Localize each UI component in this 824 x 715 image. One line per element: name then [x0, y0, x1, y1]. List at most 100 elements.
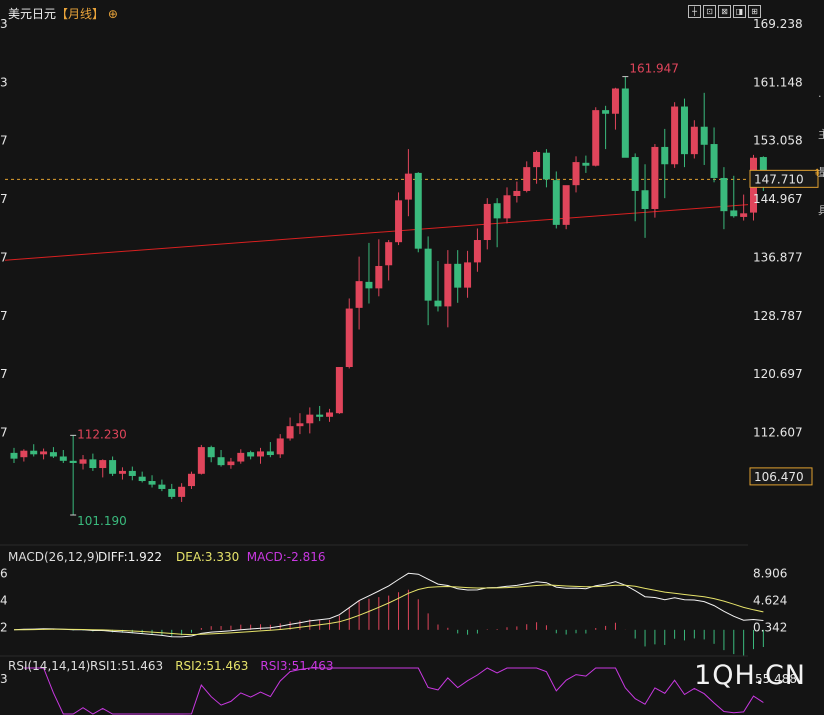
y-tick-label: 7: [0, 309, 8, 323]
candle-body: [562, 185, 570, 225]
candle-body: [207, 447, 215, 458]
price-tag-box: [749, 467, 813, 486]
candle-body: [10, 452, 18, 459]
y-tick-label: 169.238: [753, 17, 803, 31]
candle-body: [187, 473, 195, 487]
candle-body: [493, 203, 501, 219]
candle-body: [661, 146, 669, 165]
macd-y-tick: 6: [0, 567, 8, 581]
y-tick-label: 7: [0, 251, 8, 265]
candle-body: [266, 451, 274, 456]
y-tick-label: 112.607: [753, 426, 803, 440]
candle-body: [296, 423, 304, 427]
candle-body: [178, 486, 186, 497]
candle-body: [375, 265, 383, 289]
rsi-legend-item: RSI2:51.463: [175, 659, 248, 673]
candle-body: [237, 452, 245, 462]
candle-body: [197, 447, 205, 474]
dock-icon[interactable]: ◨: [733, 5, 746, 18]
rsi-legend-item: RSI3:51.463: [260, 659, 333, 673]
side-panel-glyph: 量: [818, 166, 824, 179]
candle-body: [690, 126, 698, 155]
candle-body: [454, 263, 462, 288]
macd-y-tick: 8.906: [753, 567, 787, 581]
candle-body: [79, 459, 87, 464]
macd-y-tick: 2: [0, 621, 8, 635]
rsi-y-tick: 3: [0, 672, 8, 686]
crosshair-icon[interactable]: ┼: [688, 5, 701, 18]
trendline: [4, 204, 749, 261]
candle-body: [247, 452, 255, 457]
candle-body: [168, 488, 176, 497]
candle-body: [138, 476, 146, 482]
candle-body: [257, 451, 264, 457]
macd-legend-item: DIFF:1.922: [98, 550, 162, 564]
candle-body: [227, 461, 235, 466]
candle-body: [395, 200, 403, 243]
candle-body: [483, 203, 491, 241]
price-arrow-icon: ⇞: [813, 168, 821, 179]
resize-icon[interactable]: ⊠: [718, 5, 731, 18]
y-tick-label: 136.877: [753, 251, 803, 265]
candle-body: [89, 459, 97, 469]
candle-body: [740, 213, 748, 217]
candle-body: [434, 300, 442, 307]
candle-body: [533, 151, 541, 168]
price-tag-label: 106.470: [754, 470, 804, 484]
macd-legend-item: MACD:-2.816: [247, 550, 326, 564]
y-tick-label: 144.967: [753, 192, 803, 206]
side-panel-glyph: 主: [818, 128, 824, 141]
candle-body: [49, 452, 57, 457]
symbol-name: 美元日元: [8, 7, 57, 21]
candle-body: [631, 157, 639, 191]
candle-body: [345, 308, 353, 368]
candle-body: [680, 106, 688, 155]
candle-body: [572, 162, 580, 186]
zoom-icon[interactable]: ⊡: [703, 5, 716, 18]
candle-body: [444, 263, 452, 307]
chart-header: 美元日元【月线】 ⊕: [8, 5, 118, 22]
y-tick-label: 3: [0, 75, 8, 89]
candle-body: [128, 470, 136, 476]
candle-body: [414, 172, 422, 249]
dea-line: [13, 584, 764, 636]
candle-body: [306, 414, 314, 424]
candle-body: [20, 450, 28, 458]
candle-body: [651, 146, 659, 209]
candle-body: [710, 144, 718, 178]
candle-body: [118, 470, 126, 474]
candle-body: [335, 367, 343, 414]
y-tick-label: 161.148: [753, 75, 803, 89]
candle-body: [355, 281, 363, 308]
high-label: 112.230: [77, 427, 127, 441]
candle-body: [720, 177, 728, 212]
candle-body: [148, 481, 156, 485]
y-tick-label: 153.058: [753, 134, 803, 148]
candle-body: [276, 438, 284, 455]
side-panel-glyph: 具: [818, 204, 824, 217]
candle-body: [671, 106, 679, 165]
candle-body: [592, 110, 600, 166]
candle-body: [503, 195, 511, 219]
rsi-legend-item: RSI1:51.463: [90, 659, 163, 673]
rsi-y-tick: 55.488: [755, 672, 797, 686]
candle-body: [552, 180, 560, 225]
high-label: 161.947: [629, 62, 679, 76]
candle-body: [316, 414, 324, 417]
candle-body: [602, 110, 610, 114]
current-price-label: 147.710: [754, 172, 804, 186]
macd-y-tick: 0.342: [753, 621, 787, 635]
candle-body: [611, 88, 619, 114]
candle-body: [326, 412, 334, 417]
candle-body: [286, 426, 294, 439]
plus-circle-icon[interactable]: ⊕: [107, 7, 118, 21]
y-tick-label: 7: [0, 192, 8, 206]
candle-body: [404, 173, 412, 200]
macd-y-tick: 4: [0, 594, 8, 608]
candle-body: [99, 460, 107, 469]
candle-body: [158, 484, 166, 489]
maximize-icon[interactable]: ⊞: [748, 5, 761, 18]
period-label[interactable]: 【月线】: [56, 7, 105, 21]
